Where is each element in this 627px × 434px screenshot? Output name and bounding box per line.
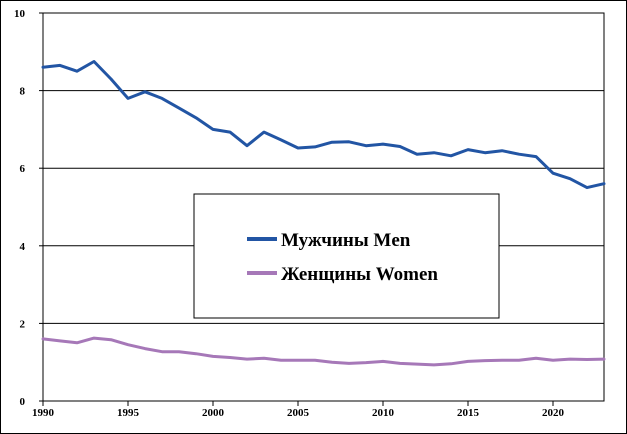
x-tick-label: 1990 — [32, 407, 55, 419]
legend-box — [193, 193, 500, 319]
legend-label: Женщины Women — [281, 264, 438, 285]
plot-area — [42, 12, 605, 402]
x-tick-label: 2020 — [542, 407, 565, 419]
series-line-men — [41, 60, 606, 190]
series-line-women — [41, 336, 606, 367]
legend-label: Мужчины Men — [281, 230, 411, 251]
y-tick-label: 6 — [20, 163, 26, 175]
x-tick-label: 1995 — [117, 407, 140, 419]
x-tick-label: 2005 — [287, 407, 310, 419]
y-tick-label: 2 — [20, 318, 26, 330]
x-tick-label: 2010 — [372, 407, 395, 419]
x-tick-label: 2015 — [457, 407, 480, 419]
y-tick-label: 4 — [20, 241, 26, 253]
y-tick-label: 0 — [20, 396, 26, 408]
y-tick-label: 10 — [14, 8, 26, 20]
x-tick-label: 2000 — [202, 407, 225, 419]
y-tick-label: 8 — [20, 86, 26, 98]
